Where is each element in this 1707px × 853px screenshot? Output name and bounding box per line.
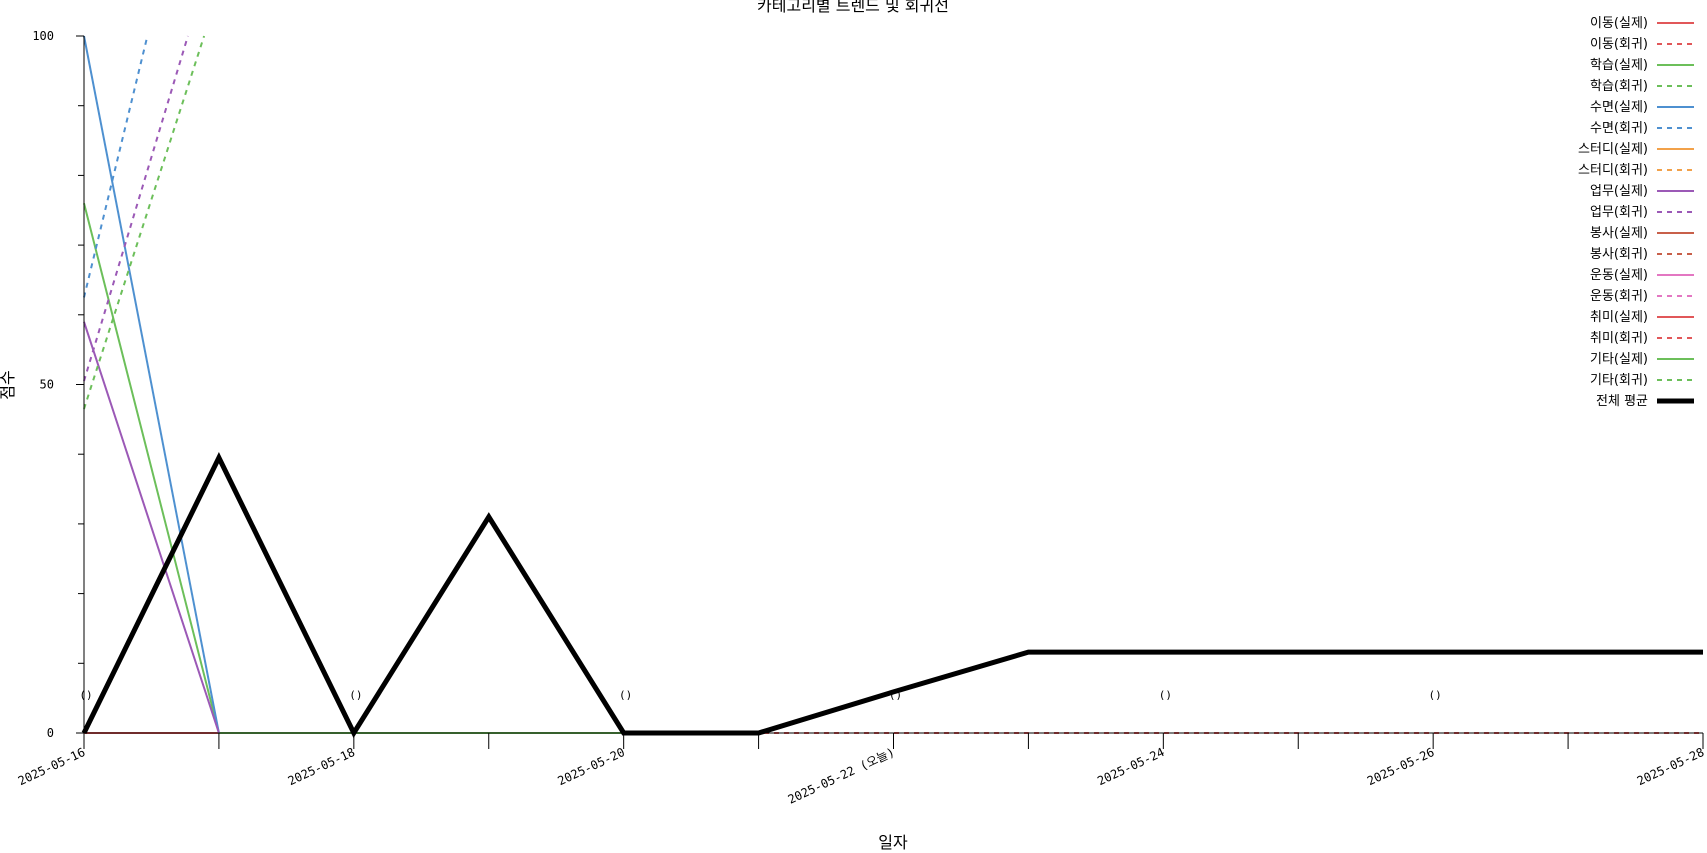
legend-label: 업무(회귀) [1590,205,1648,220]
annotation-label: () [619,689,632,702]
series-layer [81,35,1703,739]
legend-label: 운동(회귀) [1590,289,1648,304]
y-axis-label: 점수 [0,370,17,399]
annotation-label: () [79,689,92,702]
legend-label: 전체 평균 [1596,394,1648,409]
series-line-17 [83,35,206,410]
x-tick-label: 2025-05-22 (오늘) [786,745,897,807]
legend-label: 취미(회귀) [1590,331,1648,346]
x-axis-label: 일자 [878,833,908,852]
legend-label: 봉사(실제) [1590,226,1648,241]
legend-label: 운동(실제) [1590,268,1648,283]
x-tick-label: 2025-05-24 [1095,745,1166,788]
legend-label: 취미(실제) [1590,310,1648,325]
series-line-2 [83,203,624,734]
legend-label: 학습(실제) [1590,58,1648,73]
legend-label: 수면(회귀) [1590,121,1648,136]
legend-label: 기타(실제) [1590,352,1648,367]
series-line-5 [83,35,149,298]
legend-label: 봉사(회귀) [1590,247,1648,262]
legend-label: 스터디(실제) [1578,142,1648,157]
x-tick-label: 2025-05-26 [1365,745,1436,788]
ticks-layer: 0 50 100 2025-05-16 2025-05-18 2025-05-20 2025… [16,29,1706,807]
series-line-9 [83,35,189,382]
legend-label: 업무(실제) [1590,184,1648,199]
y-tick-label: 50 [40,378,54,392]
y-tick-label: 0 [47,726,54,740]
series-line-8 [83,321,220,734]
legend-label: 이동(회귀) [1590,37,1648,52]
legend-label: 이동(실제) [1590,16,1648,31]
axes-layer [83,36,1703,734]
legend-label: 학습(회귀) [1590,79,1648,94]
series-line-4 [83,35,220,734]
legend: 이동(실제) 이동(회귀) 학습(실제) 학습(회귀) 수면(실제) 수면(회귀) 스터디(… [1578,16,1694,409]
legend-label: 수면(실제) [1590,100,1648,115]
x-tick-label: 2025-05-18 [286,745,357,788]
annotation-layer: () () () () () () [79,689,1441,702]
annotation-label: () [1429,689,1442,702]
annotation-label: () [889,689,902,702]
x-tick-label: 2025-05-28 [1635,745,1706,788]
x-tick-label: 2025-05-16 [16,745,87,788]
annotation-label: () [349,689,362,702]
legend-label: 기타(회귀) [1590,373,1648,388]
chart-title: 카테고리별 트렌드 및 회귀선 [757,0,949,15]
annotation-label: () [1159,689,1172,702]
y-tick-label: 100 [32,29,54,43]
x-tick-label: 2025-05-20 [556,745,627,788]
legend-label: 스터디(회귀) [1578,163,1648,178]
